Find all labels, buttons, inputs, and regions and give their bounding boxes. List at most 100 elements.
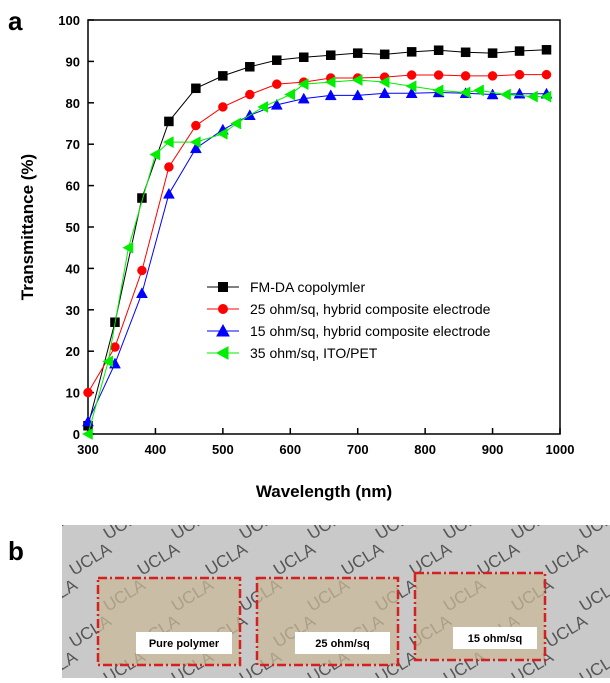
marker	[379, 49, 390, 60]
y-tick-label: 60	[66, 179, 80, 194]
marker	[257, 101, 269, 113]
series-line	[87, 91, 547, 422]
photo: UCLA UCLA UCLA UCLA UCLA UCLA UCLA UCLA UCLAUCLA…	[62, 525, 610, 678]
marker	[433, 70, 444, 80]
marker	[351, 74, 363, 86]
x-axis-title: Wavelength (nm)	[256, 482, 392, 501]
panel-label: b	[8, 536, 24, 566]
marker	[299, 52, 309, 63]
y-tick-label: 10	[66, 386, 80, 401]
y-tick-label: 90	[66, 54, 80, 69]
marker	[162, 136, 174, 149]
y-axis-title: Transmittance (%)	[18, 154, 37, 300]
marker	[460, 47, 471, 58]
panel-label: a	[8, 6, 23, 36]
marker	[218, 102, 228, 112]
marker	[405, 87, 418, 99]
marker	[541, 69, 552, 80]
marker	[189, 136, 201, 149]
marker	[297, 92, 310, 104]
sample-label-box	[453, 627, 537, 649]
marker	[325, 50, 336, 60]
marker	[270, 98, 283, 110]
marker	[272, 79, 282, 89]
marker	[378, 87, 391, 99]
x-tick-label: 600	[279, 442, 301, 457]
marker	[432, 84, 444, 97]
marker	[473, 84, 484, 97]
marker	[324, 76, 336, 89]
series-line	[87, 79, 547, 435]
marker	[245, 62, 255, 72]
marker	[83, 387, 93, 398]
legend-marker	[216, 323, 230, 337]
marker	[459, 86, 471, 99]
marker	[487, 71, 498, 81]
marker	[230, 117, 242, 130]
x-tick-label: 300	[77, 442, 99, 457]
marker	[514, 69, 525, 80]
marker	[297, 78, 309, 91]
marker	[486, 88, 499, 100]
marker	[352, 48, 363, 58]
marker	[102, 355, 113, 368]
y-tick-label: 80	[66, 96, 80, 111]
sample-label-box	[136, 632, 232, 654]
y-tick-label: 50	[66, 220, 80, 235]
marker	[324, 89, 337, 101]
marker	[218, 71, 228, 81]
marker	[433, 45, 444, 55]
marker	[405, 80, 417, 93]
marker	[189, 142, 202, 154]
x-tick-label: 500	[212, 442, 234, 457]
marker	[136, 287, 148, 298]
marker	[149, 148, 161, 161]
marker	[540, 90, 552, 103]
marker	[137, 265, 147, 276]
marker	[500, 88, 511, 101]
x-tick-label: 800	[414, 442, 436, 457]
y-tick-label: 40	[66, 261, 80, 276]
y-tick-label: 20	[66, 344, 80, 359]
marker	[272, 55, 282, 65]
sample-label-box	[295, 632, 390, 654]
marker	[164, 162, 174, 172]
marker	[460, 71, 471, 81]
legend-marker	[215, 346, 229, 360]
marker	[81, 428, 93, 440]
marker	[487, 48, 498, 58]
legend-marker	[218, 304, 228, 314]
plot-frame	[87, 19, 561, 435]
marker	[284, 88, 296, 101]
x-tick-label: 900	[482, 442, 504, 457]
sample-label: 15 ohm/sq	[468, 633, 522, 645]
marker	[191, 83, 201, 94]
marker	[514, 46, 525, 56]
y-tick-label: 30	[66, 303, 80, 318]
marker	[191, 120, 201, 131]
x-tick-label: 400	[145, 442, 167, 457]
legend-label: 35 ohm/sq, ITO/PET	[250, 345, 378, 361]
marker	[164, 116, 174, 127]
y-tick-label: 0	[73, 427, 80, 442]
marker	[406, 47, 417, 57]
x-tick-label: 1000	[546, 442, 575, 457]
legend-label: 15 ohm/sq, hybrid composite electrode	[250, 323, 491, 339]
x-tick-label: 700	[347, 442, 369, 457]
legend-marker	[218, 282, 228, 292]
legend-label: 25 ohm/sq, hybrid composite electrode	[250, 301, 491, 317]
y-tick-label: 100	[58, 13, 80, 28]
legend-label: FM-DA copolymler	[250, 279, 365, 295]
marker	[122, 241, 134, 254]
marker	[351, 89, 364, 101]
marker	[216, 127, 228, 140]
y-tick-label: 70	[66, 137, 80, 152]
marker	[527, 90, 538, 103]
marker	[162, 187, 175, 199]
marker	[406, 70, 417, 80]
sample-label: Pure polymer	[149, 638, 220, 650]
marker	[378, 76, 390, 89]
sample-label: 25 ohm/sq	[315, 638, 369, 650]
marker	[541, 45, 552, 55]
